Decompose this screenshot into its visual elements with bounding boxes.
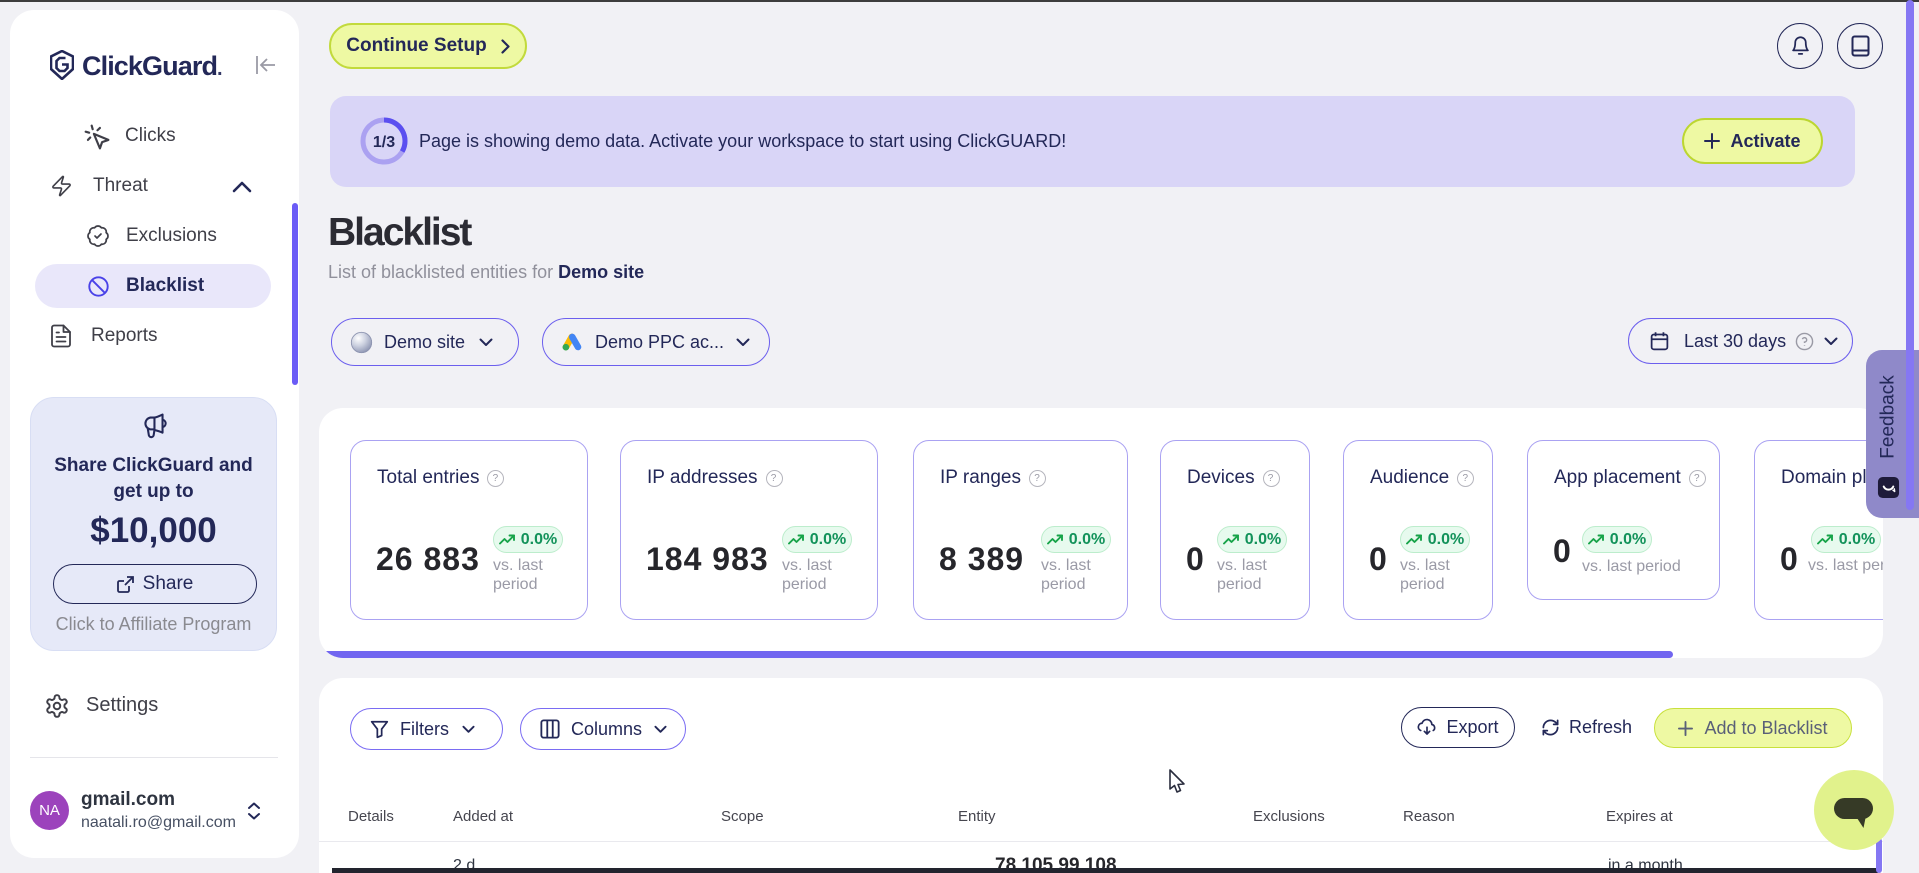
svg-text:1/3: 1/3 (373, 134, 395, 151)
